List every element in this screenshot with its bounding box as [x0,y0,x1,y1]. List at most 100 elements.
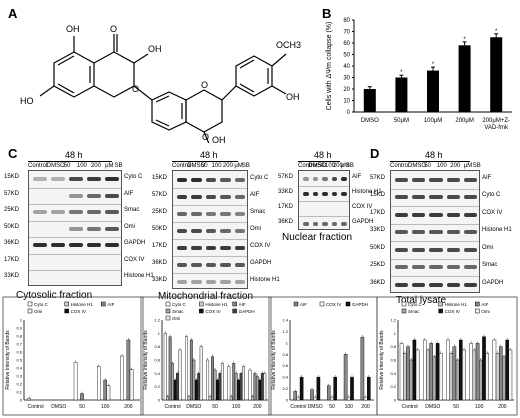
lane-label: μM [234,163,243,169]
protein-band [395,230,409,235]
protein-band [234,228,245,233]
protein-band [234,194,245,199]
y-tick-label: 0.8 [154,344,160,349]
bar [293,391,298,401]
significance-marker: * [495,29,498,35]
protein-band [395,265,409,270]
bar [423,339,427,401]
lane-label: μM [340,163,350,169]
protein-band [303,176,309,181]
bar [429,343,433,401]
molecular-weight-label: 17KD [152,242,168,249]
x-tick-label: 50 [453,404,459,410]
protein-band [205,279,217,284]
x-tick-label: DMSO [425,404,440,410]
blot-row-divider [29,237,121,238]
protein-band [312,176,319,181]
protein-band [395,282,409,287]
protein-band [191,177,202,182]
blot-cytosolic: 48 h Control DMSO 50 100 200 μM SB 15KD Cyto C 57K… [4,150,154,301]
molecular-weight-label: 33KD [278,188,294,195]
protein-band [220,228,231,233]
protein-band [463,212,477,217]
bar [263,373,267,401]
legend-label: COX IV [205,309,220,314]
protein-band [191,279,202,284]
protein-band [191,211,202,216]
bar [458,45,471,112]
blot-header: 48 h [200,150,218,160]
y-tick-label: 0 [394,398,397,403]
y-tick-label: 0.5 [16,358,22,363]
molecular-weight-label: 57KD [370,174,386,181]
protein-band [220,177,231,182]
blot-image [298,170,350,230]
legend-swatch [232,301,237,307]
x-tick-label: 50 [79,404,85,410]
bar [199,346,203,401]
protein-label: AIF [250,191,260,198]
legend-label: Histone H1 [445,302,468,307]
x-tick-label: 50μM [394,118,409,124]
protein-band [205,245,217,250]
bar [126,339,131,401]
y-tick-label: 0.2 [390,384,396,389]
atom-label: HO [20,96,34,106]
protein-band [395,247,409,252]
molecular-weight-label: 50KD [152,225,168,232]
protein-band [205,262,217,267]
bar [103,379,107,401]
protein-band [429,282,443,287]
legend-label: Smac [408,309,420,314]
chart-frame [140,296,272,416]
protein-label: Histone H1 [352,188,382,195]
legend-label: COX IV [326,302,341,307]
blot-row-divider [29,220,121,222]
legend-swatch [64,301,69,307]
chart-b: 0 10 20 30 40 50 60 70 80 Cells with ΔΨm collapse… [326,18,512,131]
protein-band [191,194,202,199]
bar [409,359,413,401]
protein-band [69,210,83,215]
legend-swatch [319,301,325,307]
protein-band [446,247,460,252]
protein-band [234,177,245,182]
y-tick-label: 0.6 [154,358,160,363]
bar [197,373,201,401]
protein-label: COX IV [250,242,271,249]
protein-band [463,247,477,252]
legend-swatch [199,308,204,314]
bar [227,366,231,401]
protein-band [205,177,217,182]
lane-label: SB [241,163,250,169]
x-tick-label: DMSO [51,404,66,410]
y-tick-label: 0.3 [16,374,22,379]
bar [187,396,191,401]
protein-band [234,279,245,284]
bar [129,369,134,401]
chart-nuclear-quant: 0 0.2 0.4 0.6 0.8 1 1.2 1.4 Relative Intensity o… [268,296,378,416]
protein-label: GAPDH [482,279,504,286]
bar [343,354,348,401]
bar [296,396,301,401]
protein-band [177,177,188,182]
blot-total: 48 h Control DMSO 50 100 200 μM SB 57KD AIF 15KD Cy… [370,150,516,306]
lane-label: DMSO [408,163,426,169]
x-tick-label: 200μM+Z- [482,118,510,124]
x-tick-label: 200 [124,404,133,410]
y-tick-label: 0.2 [154,384,160,389]
chart-frame [2,296,144,416]
legend-label: Cyto C [408,302,423,307]
protein-label: Omi [124,223,135,230]
molecular-weight-label: 17KD [278,203,294,210]
y-tick-label: 1 [20,318,23,323]
atom-label: O [201,80,208,90]
protein-band [395,177,409,182]
bar [360,336,365,401]
y-tick-label: 1.4 [282,318,288,323]
blot-row-divider [299,201,349,202]
blot-row-divider [391,188,479,190]
protein-band [429,195,443,200]
protein-label: AIF [482,174,492,181]
blot-nuclear: 48 h Control DMSO 50 100 200 μM SB 57KD AIF 33KD Hi… [278,150,382,243]
